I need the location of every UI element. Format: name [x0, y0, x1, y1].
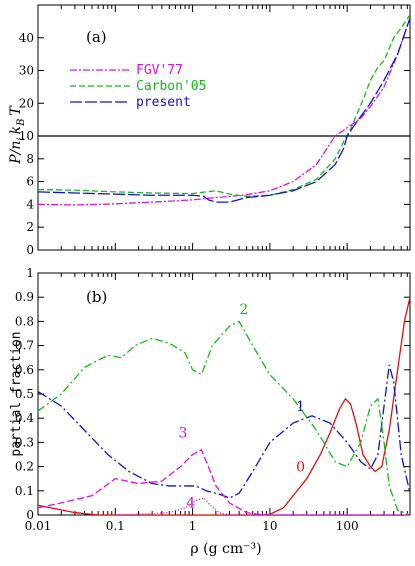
y-tick-label: 0.5	[15, 387, 34, 401]
y-tick-label: 0.2	[15, 460, 34, 474]
series-line-ion-3	[38, 448, 410, 515]
x-axis-label: ρ (g cm⁻³)	[190, 541, 261, 557]
y-tick-label: 10	[19, 129, 34, 143]
panel-a-frame	[37, 4, 411, 251]
y-tick-label: 0.6	[15, 363, 34, 377]
panel-a: 0 2 4 6 8 10 20 30 40	[19, 4, 411, 257]
series-line-ion-0	[38, 297, 410, 515]
y-tick-label: 0	[26, 243, 34, 257]
legend: FGV'77 Carbon'05 present	[70, 63, 206, 110]
y-tick-label: 6	[26, 175, 34, 189]
x-tick-label: 0.1	[106, 519, 125, 533]
legend-label-fgv77: FGV'77	[136, 63, 183, 78]
x-tick-label: 10	[262, 519, 277, 533]
series-line-present	[38, 17, 410, 203]
y-tick-label: 30	[19, 64, 34, 78]
legend-label-present: present	[136, 95, 191, 110]
x-tick-label: 0.01	[25, 519, 52, 533]
y-tick-label: 4	[26, 197, 34, 211]
y-tick-label: 2	[26, 220, 34, 234]
legend-label-carbon05: Carbon'05	[136, 79, 206, 94]
y-tick-label: 40	[19, 31, 34, 45]
panel-b-ylabel: partial fraction	[9, 331, 24, 456]
series-label-0: 0	[296, 459, 305, 475]
series-label-4: 4	[186, 496, 195, 512]
panel-a-ylabel: P/nikBT	[8, 105, 27, 165]
y-tick-label: 8	[26, 152, 34, 166]
y-tick-label: 0.4	[15, 411, 34, 425]
series-line-fgv77	[38, 17, 410, 206]
series-line-ion-2	[38, 320, 410, 515]
y-tick-label: 0	[26, 508, 34, 522]
series-line-carbon05	[38, 14, 410, 198]
series-label-2: 2	[239, 302, 248, 318]
y-tick-label: 0.7	[15, 339, 34, 353]
series-label-1: 1	[296, 399, 305, 415]
x-tick-label: 1	[189, 519, 197, 533]
y-tick-label: 0.9	[15, 290, 34, 304]
panel-b-frame	[37, 272, 411, 516]
panel-a-label: (a)	[86, 28, 107, 46]
series-line-ion-1	[38, 364, 410, 499]
series-line-ion-4	[115, 497, 410, 515]
series-label-3: 3	[178, 426, 187, 442]
panel-b: 0.01 0.1 1 10 10000.10.20.30.40.50.60.70.80.…	[15, 266, 411, 533]
y-tick-label: 0.1	[15, 484, 34, 498]
y-tick-label: 0.3	[15, 435, 34, 449]
x-tick-label: 100	[336, 519, 359, 533]
y-tick-label: 1	[26, 266, 34, 280]
y-tick-label: 20	[19, 96, 34, 110]
y-tick-label: 0.8	[15, 314, 34, 328]
panel-b-label: (b)	[86, 288, 107, 306]
